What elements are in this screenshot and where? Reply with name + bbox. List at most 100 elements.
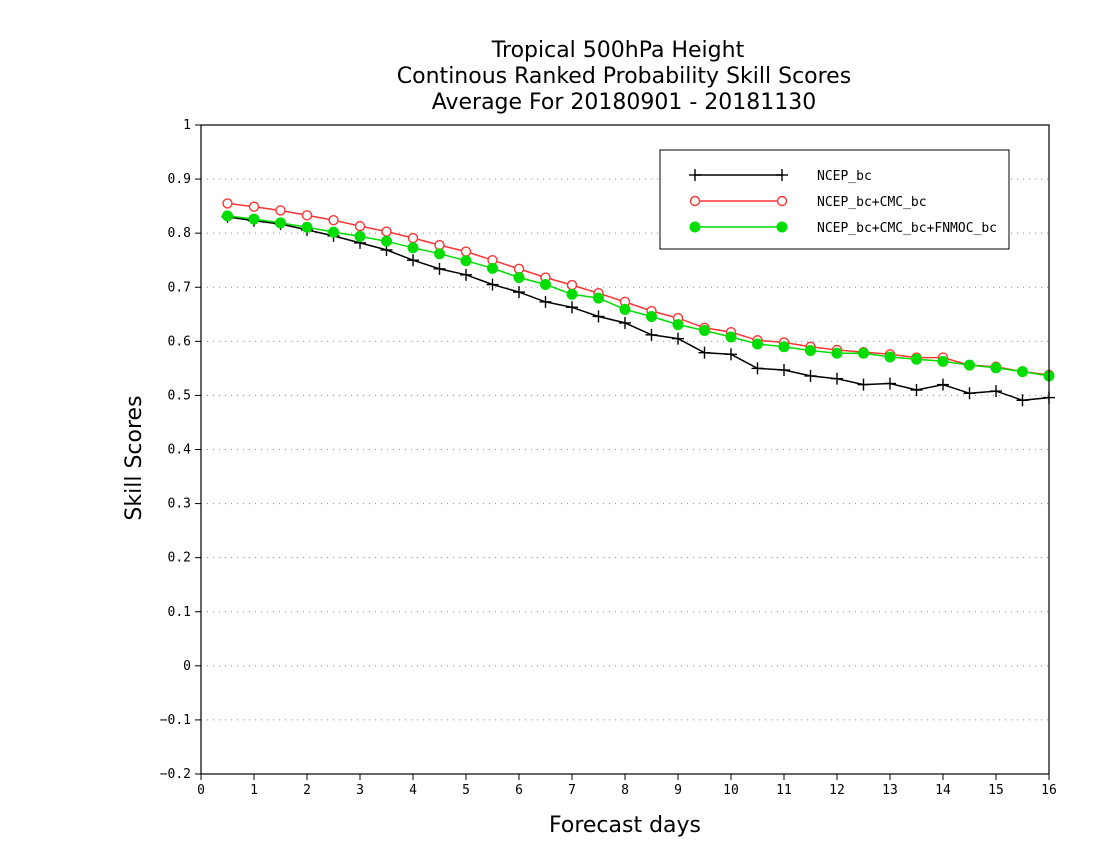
chart-title: Tropical 500hPa Height Continous Ranked … [397,38,851,115]
data-point [1017,366,1028,378]
data-point [937,378,949,391]
legend-label: NCEP_bc+CMC_bc+FNMOC_bc [817,221,997,236]
y-tick-label: 0.5 [168,388,191,403]
data-point [222,210,233,222]
legend-item: NCEP_bc+CMC_bc [689,195,927,210]
data-point [407,232,419,244]
y-axis-ticks: −0.2 −0.1 0 0.1 0.2 0.3 0.4 0.5 0.6 0.7 0.8 0.9 1 [160,118,201,782]
data-point [593,292,604,304]
y-axis-label: Skill Scores [122,395,147,520]
data-point [1016,394,1029,407]
data-point [990,385,1002,398]
data-point [328,226,339,238]
plot-frame [200,124,1050,775]
title-line-3: Average For 20180901 - 20181130 [432,90,817,115]
x-tick-label: 7 [568,783,576,798]
y-tick-label: 0.6 [168,334,191,349]
x-tick-label: 0 [197,783,205,798]
x-tick-label: 15 [988,783,1004,798]
data-point [275,217,286,229]
data-point [937,355,949,367]
data-point [460,255,472,267]
x-tick-label: 11 [776,783,792,798]
data-point [858,347,869,359]
legend-label: NCEP_bc [817,169,872,184]
data-point [751,362,764,375]
data-point [566,279,578,291]
x-tick-label: 10 [723,783,739,798]
data-point [301,210,313,221]
data-point [857,378,870,391]
data-point [301,221,313,233]
y-tick-label: −0.1 [160,713,191,728]
data-point [804,369,817,382]
data-point [689,169,701,181]
y-tick-label: −0.2 [160,767,191,782]
x-tick-label: 1 [250,783,258,798]
data-point [354,230,366,242]
title-line-2: Continous Ranked Probability Skill Score… [397,64,851,89]
data-point [513,263,525,275]
data-point [831,347,843,359]
data-point [434,239,445,251]
data-point [672,332,684,345]
data-point [805,345,816,357]
data-point [540,279,551,291]
data-point [964,359,975,371]
legend-label: NCEP_bc+CMC_bc [817,195,927,210]
x-axis-ticks: 0 1 2 3 4 5 6 7 8 9 10 11 12 13 14 15 16 [197,774,1057,798]
legend-item: NCEP_bc [689,169,872,184]
data-point [592,310,605,323]
x-tick-label: 13 [882,783,898,798]
data-point [725,348,737,361]
data-point [689,221,701,233]
data-point [963,387,976,400]
data-point [778,363,790,376]
x-tick-label: 9 [674,783,682,798]
y-tick-label: 0.2 [168,551,191,566]
y-tick-label: 0.1 [168,605,191,620]
data-point [248,213,260,225]
data-point [672,319,684,331]
x-tick-label: 14 [935,783,951,798]
data-point [619,303,631,315]
data-point [990,362,1002,374]
data-point [539,295,552,308]
x-axis-label: Forecast days [549,813,701,838]
grid [201,178,1049,721]
data-point [486,278,499,291]
data-point [434,248,445,260]
data-point [911,353,922,365]
data-point [460,246,472,257]
data-point [222,198,233,209]
data-point [698,346,711,359]
data-point [487,262,498,274]
data-point [460,268,472,281]
x-tick-label: 4 [409,783,417,798]
legend: NCEP_bc NCEP_bc+CMC_bc NCEP_bc+CMC_bc+FNMO… [659,149,1010,250]
data-point [407,254,419,267]
x-tick-label: 3 [356,783,364,798]
data-point [381,226,392,237]
title-line-1: Tropical 500hPa Height [491,38,745,63]
y-tick-label: 0.8 [168,226,191,241]
data-point [354,220,366,232]
series-layer [221,198,1055,407]
data-point [776,195,788,207]
y-tick-label: 1 [183,118,191,133]
x-tick-label: 6 [515,783,523,798]
y-tick-label: 0.3 [168,497,191,512]
data-point [513,286,525,299]
legend-box [659,149,1010,250]
y-tick-label: 0.4 [168,443,192,458]
y-tick-label: 0 [183,659,191,674]
x-tick-label: 8 [621,783,629,798]
data-point [275,205,286,216]
data-point [778,341,790,353]
data-point [689,195,701,207]
data-point [831,372,843,385]
data-point [407,242,419,254]
data-point [752,338,763,350]
x-tick-label: 12 [829,783,845,798]
